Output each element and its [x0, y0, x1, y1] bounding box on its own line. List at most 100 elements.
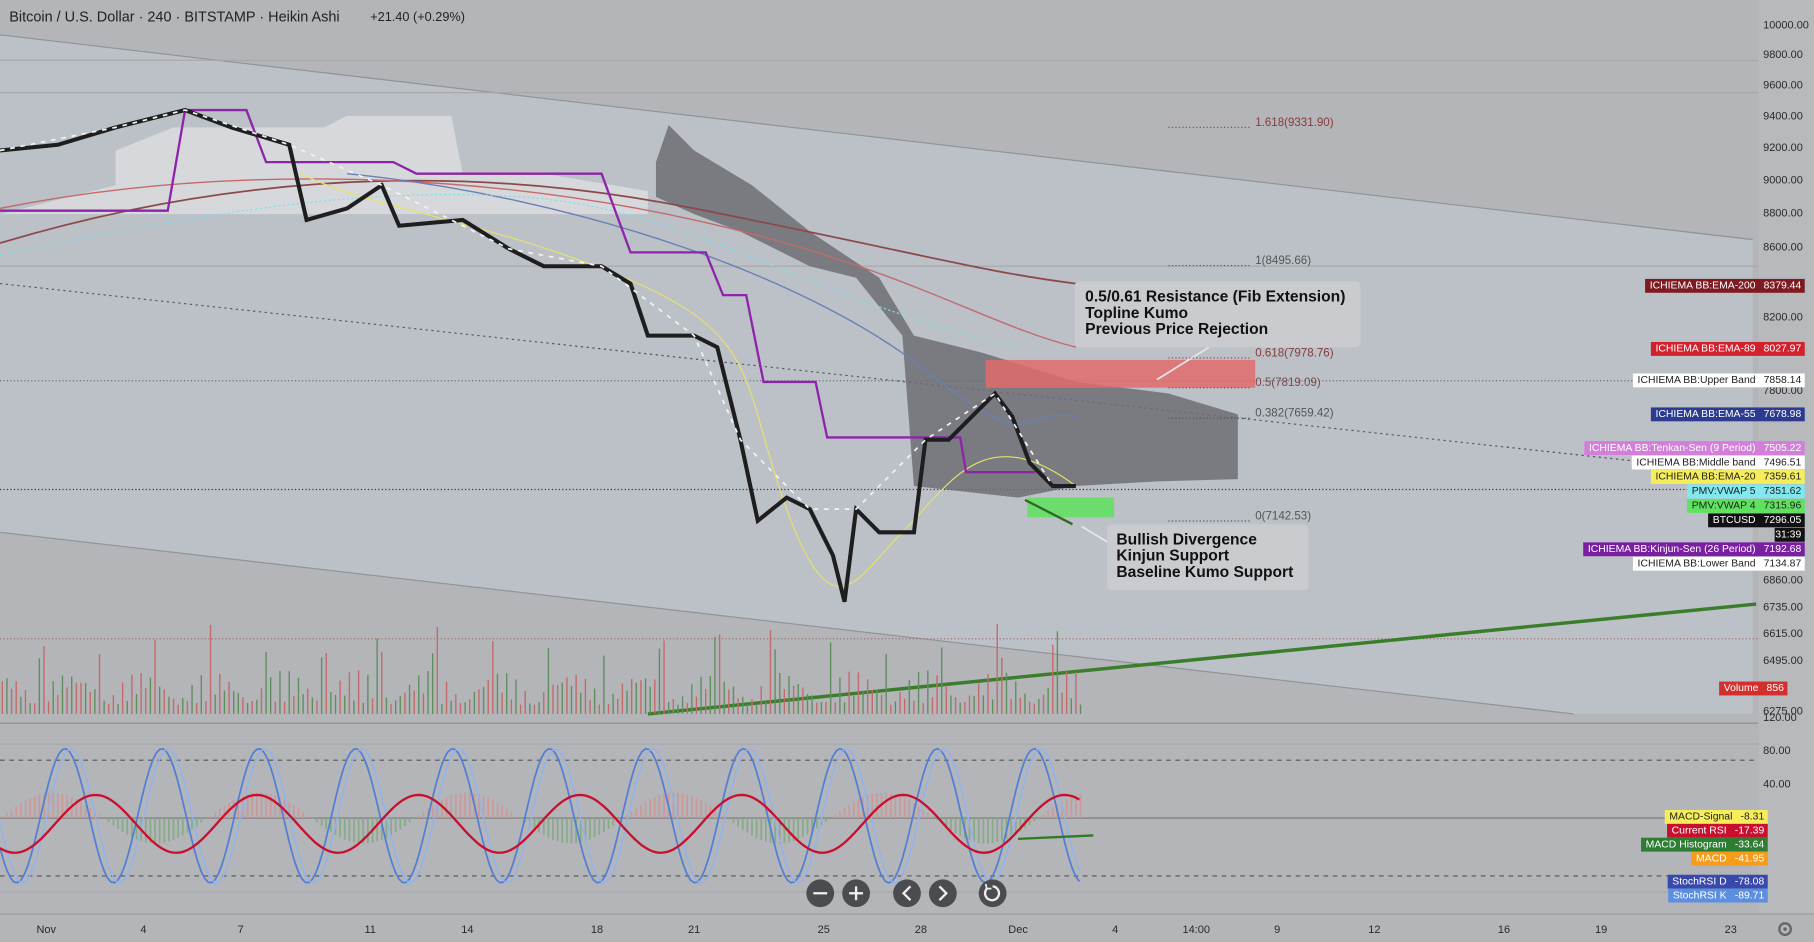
reset-button[interactable] [978, 879, 1007, 908]
badge-bg [1668, 888, 1768, 903]
zoom-in-button[interactable] [842, 879, 870, 908]
badge-value: 856 [1767, 683, 1785, 694]
badge-bg [1650, 341, 1805, 356]
channel-top [0, 34, 1753, 241]
badge-value: 7496.51 [1764, 457, 1802, 468]
badge-value: 7192.68 [1764, 544, 1802, 555]
badge-value: 8379.44 [1764, 281, 1802, 292]
badge-bg [1687, 484, 1805, 499]
price-tick-label: 8600.00 [1763, 242, 1803, 254]
date-label: 7 [238, 924, 244, 936]
badge-name: MACD [1696, 853, 1727, 864]
symbol-title: Bitcoin / U.S. Dollar · 240 · BITSTAMP ·… [9, 9, 339, 25]
kumo-dark [655, 125, 1238, 498]
badge-bg [1687, 498, 1805, 513]
badge-value: 8027.97 [1764, 344, 1802, 355]
badge-bg [1667, 874, 1768, 889]
date-label: Dec [1008, 924, 1028, 936]
badge-name: ICHIEMA BB:Upper Band [1638, 375, 1756, 386]
price-tick-label: 9000.00 [1763, 175, 1803, 187]
callout-pointer [1081, 525, 1112, 545]
annotation-line: Bullish Divergence [1116, 532, 1257, 549]
osc-line [0, 747, 1081, 884]
badge-value: 7678.98 [1764, 409, 1802, 420]
badge-value: -89.71 [1735, 890, 1765, 901]
badge-name: MACD-Signal [1669, 812, 1732, 823]
scroll-left-button[interactable] [893, 879, 921, 908]
badge-name: Volume [1724, 683, 1759, 694]
ema-200 [0, 179, 1077, 285]
price-badge: 7496.51 ICHIEMA BB:Middle band [1631, 455, 1805, 470]
price-candles [0, 107, 1076, 603]
price-badge: 8027.97 ICHIEMA BB:EMA-89 [1650, 341, 1805, 356]
price-badge: 7351.62 PMV:VWAP 5 [1687, 484, 1805, 499]
badge-value: -78.08 [1735, 876, 1765, 887]
badge-name: ICHIEMA BB:EMA-20 [1656, 472, 1756, 483]
badge-name: Current RSI [1672, 826, 1727, 837]
badge-name: StochRSI K [1673, 890, 1727, 901]
date-label: 25 [818, 924, 830, 936]
divergence-line [1024, 498, 1073, 526]
badge-name: PMV:VWAP 5 [1692, 486, 1756, 497]
price-tick-label: 8800.00 [1763, 208, 1803, 220]
annotation-line: 0.5/0.61 Resistance (Fib Extension) [1085, 289, 1345, 306]
price-tick-label: 7800.00 [1763, 385, 1803, 397]
price-tick-label: 6275.00 [1763, 706, 1803, 718]
badge-value: 7505.22 [1764, 443, 1802, 454]
price-badge: 7296.05 BTCUSD [1708, 513, 1805, 528]
price-tick-label: 9200.00 [1763, 142, 1803, 154]
price-tick-label: 6860.00 [1763, 574, 1803, 586]
kijun-sen [0, 108, 1036, 474]
price-badge: 8379.44 ICHIEMA BB:EMA-200 [1645, 278, 1805, 293]
osc-badge: -41.95 MACD [1691, 851, 1768, 866]
badge-bg [1583, 542, 1805, 557]
fib-label: 0.382(7659.42) [1255, 408, 1333, 420]
fib-label: 0.5(7819.09) [1255, 377, 1321, 389]
badge-name: MACD Histogram [1646, 839, 1727, 850]
date-label: 23 [1725, 924, 1737, 936]
price-tick-label: 9400.00 [1763, 111, 1803, 123]
fib-label: 0(7142.53) [1255, 510, 1311, 522]
ema-20 [300, 173, 1077, 587]
channel-bottom [0, 531, 1574, 715]
badge-name: ICHIEMA BB:Kinjun-Sen (26 Period) [1588, 544, 1756, 555]
badge-bg [1584, 441, 1805, 456]
badge-bg [1632, 556, 1805, 571]
badge-value: 7315.96 [1764, 501, 1802, 512]
badge-value: 7351.62 [1764, 486, 1802, 497]
badge-name: ICHIEMA BB:Tenkan-Sen (9 Period) [1589, 443, 1756, 454]
badge-value: -33.64 [1735, 839, 1765, 850]
badge-bg [1664, 809, 1768, 824]
zoom-out-button[interactable] [806, 879, 835, 908]
badge-bg [1632, 373, 1805, 388]
price-tick-label: 6735.00 [1763, 601, 1803, 613]
date-label: 28 [915, 924, 927, 936]
badge-name: ICHIEMA BB:EMA-89 [1656, 344, 1756, 355]
price-badge: 7192.68 ICHIEMA BB:Kinjun-Sen (26 Period) [1583, 542, 1805, 557]
fib-label: 0.618(7978.76) [1255, 347, 1333, 359]
badge-bg [1641, 837, 1768, 852]
price-badge: 7858.14 ICHIEMA BB:Upper Band [1632, 373, 1805, 388]
annotation-line: Kinjun Support [1116, 548, 1229, 565]
badge-name: ICHIEMA BB:Middle band [1636, 457, 1755, 468]
badge-value: 7296.05 [1764, 515, 1802, 526]
osc-badge: -17.39 Current RSI [1667, 823, 1768, 838]
osc-badge: -33.64 MACD Histogram [1641, 837, 1768, 852]
ema-55 [346, 172, 1077, 425]
countdown-bg [1774, 527, 1805, 542]
badge-bg [1691, 851, 1768, 866]
scroll-right-button[interactable] [928, 879, 957, 908]
price-badge: 7315.96 PMV:VWAP 4 [1687, 498, 1805, 513]
date-label: 14 [461, 924, 473, 936]
price-tick-label: 6495.00 [1763, 655, 1803, 667]
osc-tick-label: 120.00 [1763, 712, 1797, 724]
date-label: 4 [140, 924, 146, 936]
settings-button[interactable] [1778, 922, 1793, 937]
date-label: 11 [365, 924, 376, 936]
annotation-line: Topline Kumo [1085, 305, 1188, 322]
date-label: 16 [1498, 924, 1510, 936]
badge-name: BTCUSD [1713, 515, 1756, 526]
date-label: 4 [1112, 924, 1118, 936]
vwap [0, 193, 1019, 348]
badge-bg [1667, 823, 1768, 838]
